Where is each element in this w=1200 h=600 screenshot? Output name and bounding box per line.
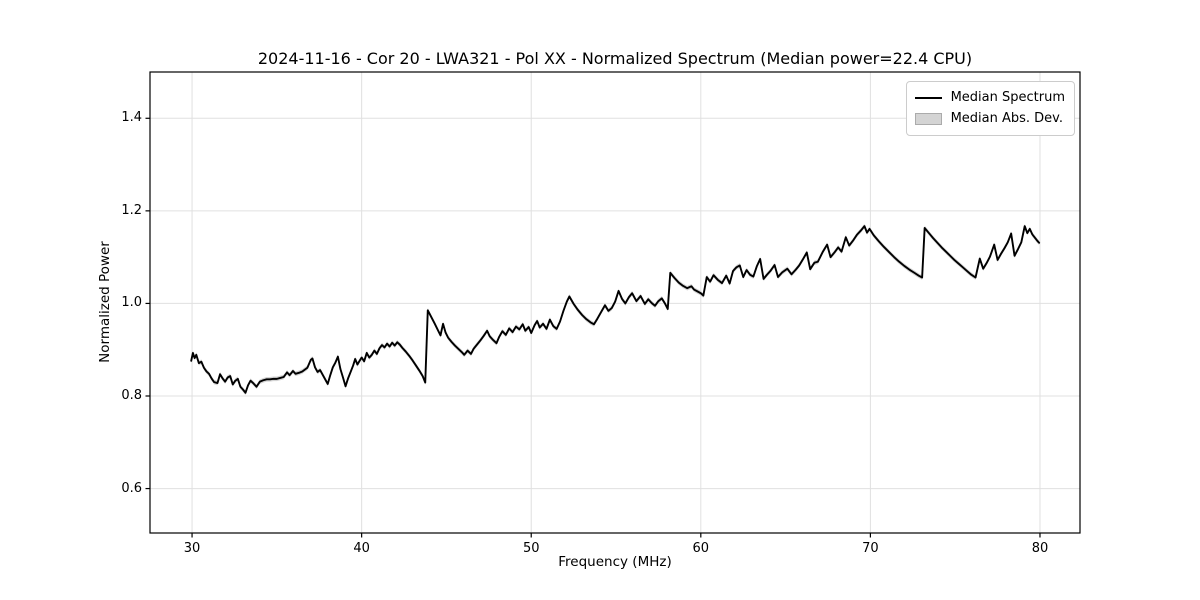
legend-label: Median Spectrum [950,90,1065,105]
x-tick-label: 60 [692,541,710,556]
y-tick-label: 0.6 [121,480,142,496]
legend: Median Spectrum Median Abs. Dev. [905,81,1075,136]
x-tick-label: 80 [1031,541,1049,556]
axes-spines [149,71,1081,534]
median-spectrum-line [190,225,1041,394]
y-tick-label: 0.8 [121,387,142,403]
x-tick-label: 30 [183,541,201,556]
x-tick-label: 40 [353,541,370,556]
x-tick-label: 70 [862,541,879,556]
y-tick-label: 1.2 [121,202,142,218]
legend-label: Median Abs. Dev. [950,111,1064,126]
y-tick-label: 1.4 [121,110,142,126]
legend-entry-median-spectrum: Median Spectrum [914,87,1065,108]
median-spectrum-line-swatch [914,96,942,99]
median-abs-dev-band [191,223,1040,396]
chart-title: 2024-11-16 - Cor 20 - LWA321 - Pol XX - … [257,49,973,68]
y-tick-label: 1.0 [121,295,142,311]
legend-entry-median-abs-dev: Median Abs. Dev. [914,108,1065,129]
x-tick-label: 50 [522,541,540,556]
median-abs-dev-patch-swatch [914,112,942,125]
x-axis-label: Frequency (MHz) [558,554,672,570]
